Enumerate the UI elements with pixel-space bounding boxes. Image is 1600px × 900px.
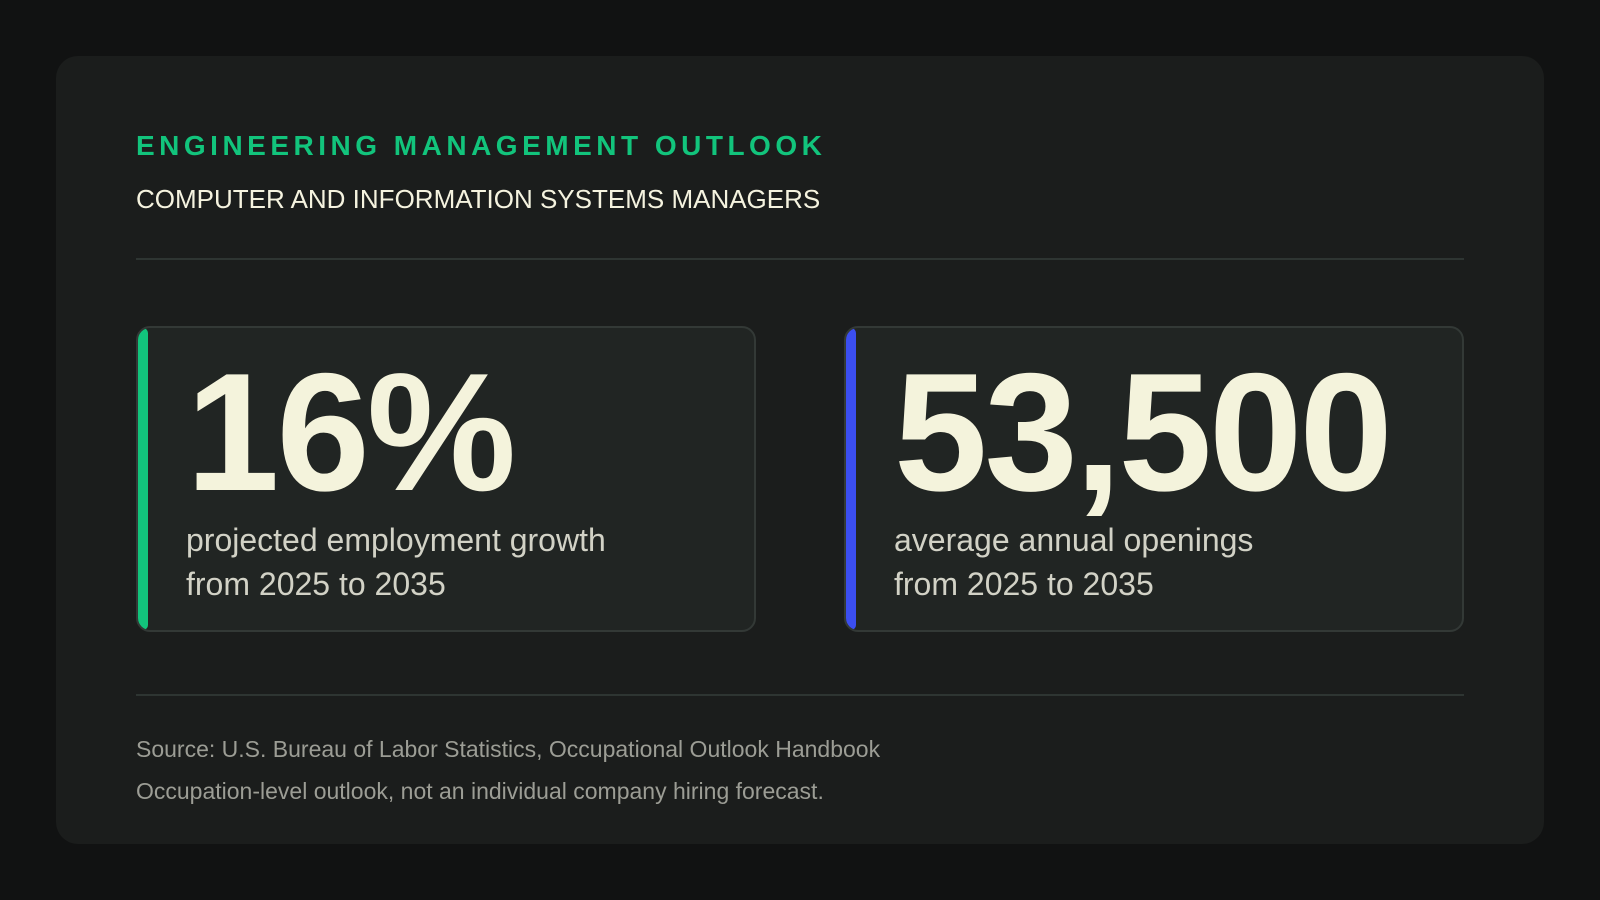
outlook-card: ENGINEERING MANAGEMENT OUTLOOK COMPUTER … <box>56 56 1544 844</box>
top-divider <box>136 258 1464 260</box>
growth-stat-label-line2: from 2025 to 2035 <box>186 566 446 602</box>
openings-stat-value: 53,500 <box>894 338 1393 526</box>
openings-accent-bar <box>846 328 856 630</box>
growth-stat-value: 16% <box>186 338 516 526</box>
openings-stat-label: average annual openings from 2025 to 203… <box>894 518 1253 606</box>
openings-stat-label-line2: from 2025 to 2035 <box>894 566 1154 602</box>
growth-stat-card: 16% projected employment growth from 202… <box>136 326 756 632</box>
occupation-subtitle: COMPUTER AND INFORMATION SYSTEMS MANAGER… <box>136 184 821 214</box>
bottom-divider <box>136 694 1464 696</box>
growth-stat-label-line1: projected employment growth <box>186 522 606 558</box>
source-note: Source: U.S. Bureau of Labor Statistics,… <box>136 736 881 762</box>
openings-stat-card: 53,500 average annual openings from 2025… <box>844 326 1464 632</box>
eyebrow-title: ENGINEERING MANAGEMENT OUTLOOK <box>136 130 827 161</box>
growth-stat-label: projected employment growth from 2025 to… <box>186 518 606 606</box>
growth-accent-bar <box>138 328 148 630</box>
openings-stat-label-line1: average annual openings <box>894 522 1254 558</box>
disclaimer-note: Occupation-level outlook, not an individ… <box>136 778 824 804</box>
